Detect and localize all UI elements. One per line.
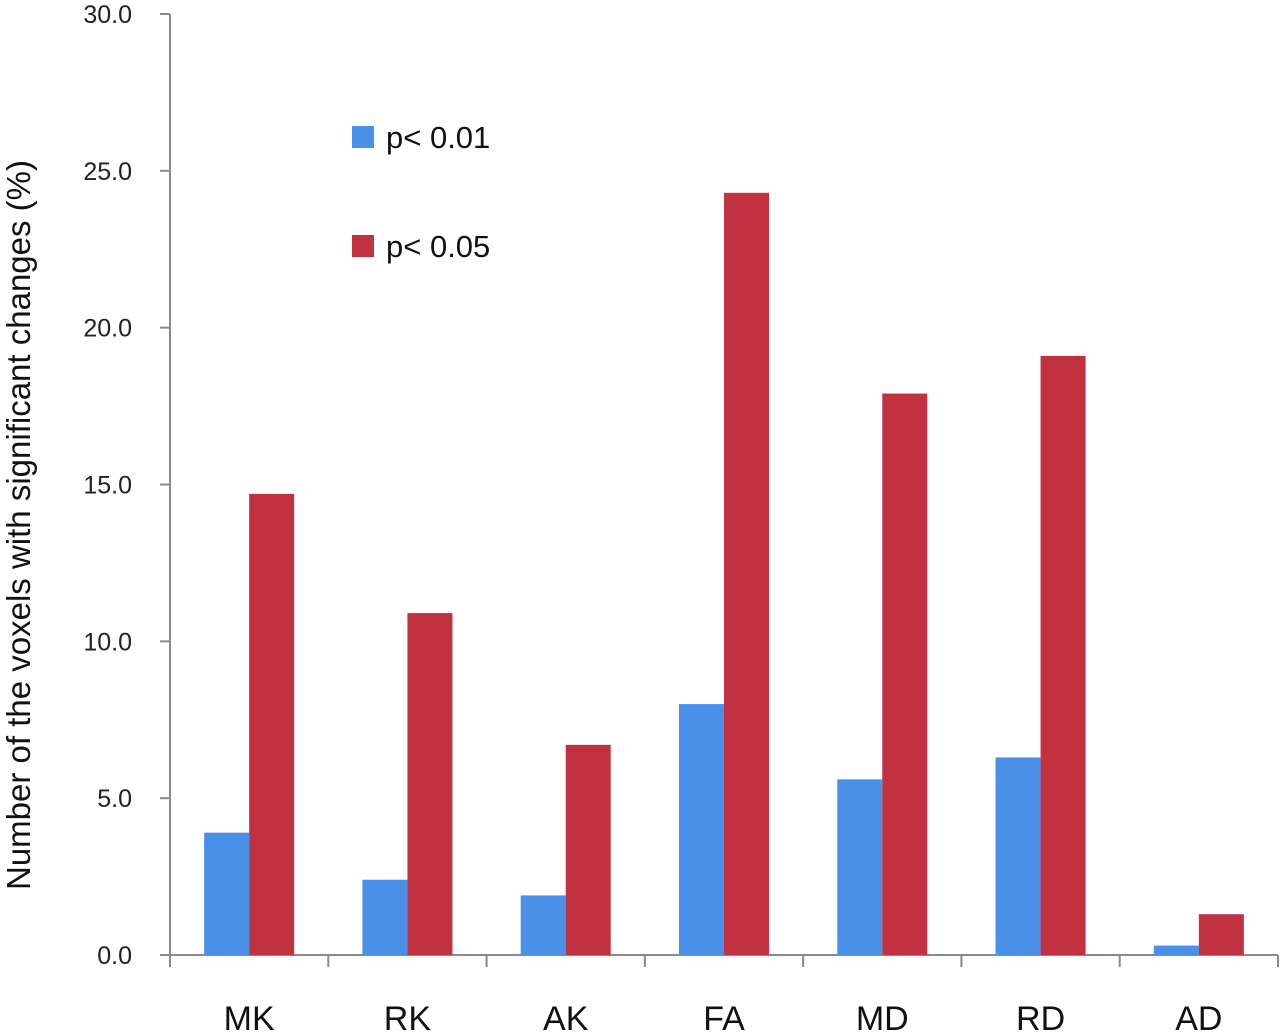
y-tick-label: 20.0 — [83, 315, 132, 343]
x-category-label: FA — [703, 1000, 745, 1035]
bar-mk-series-2 — [249, 493, 295, 955]
bars — [204, 192, 1244, 956]
y-tick-label: 5.0 — [97, 785, 132, 813]
x-category-label: AD — [1175, 1000, 1222, 1035]
bar-fa-series-2 — [724, 192, 769, 956]
y-tick-label: 0.0 — [97, 942, 132, 970]
y-tick-label: 15.0 — [83, 472, 132, 500]
x-category-label: MK — [224, 1000, 275, 1035]
y-tick-label: 30.0 — [83, 1, 132, 29]
legend-label: p< 0.01 — [386, 120, 490, 155]
bar-ak-series-1 — [520, 895, 566, 955]
bar-ad-series-1 — [1153, 945, 1199, 955]
x-category-label: MD — [856, 1000, 909, 1035]
legend-swatch — [352, 235, 374, 257]
x-axis: MK RK AK FA MD RD AD — [169, 954, 1279, 1035]
bar-rk-series-2 — [407, 613, 453, 955]
bar-ak-series-2 — [565, 744, 611, 955]
bar-md-series-2 — [882, 393, 928, 956]
bar-rd-series-1 — [995, 757, 1041, 955]
bar-md-series-1 — [837, 779, 883, 955]
bar-ad-series-2 — [1198, 914, 1244, 955]
bar-rk-series-1 — [362, 879, 408, 955]
x-category-label: RK — [384, 1000, 432, 1035]
x-ticks: MK RK AK FA MD RD AD — [169, 955, 1279, 1035]
legend: p< 0.01 p< 0.05 — [352, 120, 490, 264]
x-category-label: AK — [543, 1000, 589, 1035]
y-ticks: 0.0 5.0 10.0 15.0 20.0 25.0 30.0 — [83, 1, 170, 970]
bar-fa-series-1 — [679, 704, 724, 955]
bar-rd-series-2 — [1040, 355, 1086, 955]
y-tick-label: 25.0 — [83, 158, 132, 186]
legend-label: p< 0.05 — [386, 229, 490, 264]
legend-swatch — [352, 126, 374, 148]
y-axis-title: Number of the voxels with significant ch… — [0, 160, 37, 890]
x-category-label: RD — [1016, 1000, 1065, 1035]
y-tick-label: 10.0 — [83, 628, 132, 656]
y-axis: 0.0 5.0 10.0 15.0 20.0 25.0 30.0 — [83, 1, 171, 970]
bar-mk-series-1 — [204, 832, 250, 955]
